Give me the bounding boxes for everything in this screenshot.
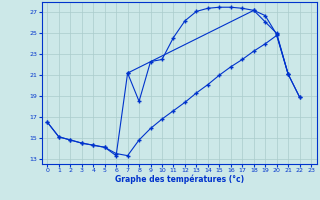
X-axis label: Graphe des températures (°c): Graphe des températures (°c) [115,175,244,184]
